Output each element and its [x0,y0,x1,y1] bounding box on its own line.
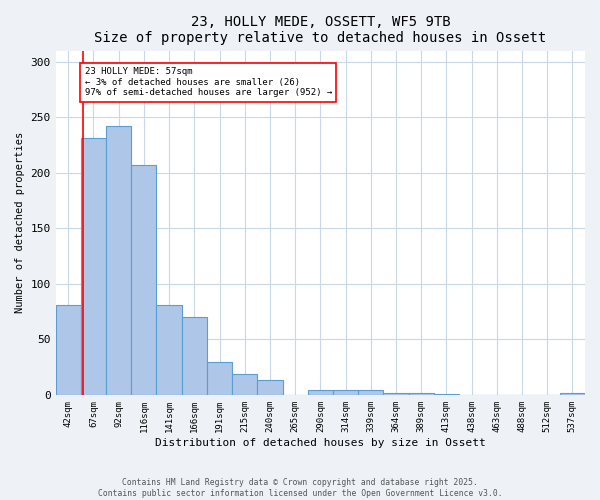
Title: 23, HOLLY MEDE, OSSETT, WF5 9TB
Size of property relative to detached houses in : 23, HOLLY MEDE, OSSETT, WF5 9TB Size of … [94,15,547,45]
Bar [106,126,131,395]
Y-axis label: Number of detached properties: Number of detached properties [15,132,25,314]
Bar [56,305,81,395]
Bar [182,317,207,395]
Bar [81,138,106,395]
Bar [207,362,232,395]
Bar [434,394,459,395]
Bar [257,380,283,395]
Bar [232,374,257,395]
Bar [560,392,585,395]
Bar [308,390,333,395]
Text: Contains HM Land Registry data © Crown copyright and database right 2025.
Contai: Contains HM Land Registry data © Crown c… [98,478,502,498]
Bar [333,390,358,395]
Bar [157,305,182,395]
Bar [409,392,434,395]
Bar [131,165,157,395]
X-axis label: Distribution of detached houses by size in Ossett: Distribution of detached houses by size … [155,438,486,448]
Bar [383,392,409,395]
Bar [358,390,383,395]
Text: 23 HOLLY MEDE: 57sqm
← 3% of detached houses are smaller (26)
97% of semi-detach: 23 HOLLY MEDE: 57sqm ← 3% of detached ho… [85,67,332,97]
